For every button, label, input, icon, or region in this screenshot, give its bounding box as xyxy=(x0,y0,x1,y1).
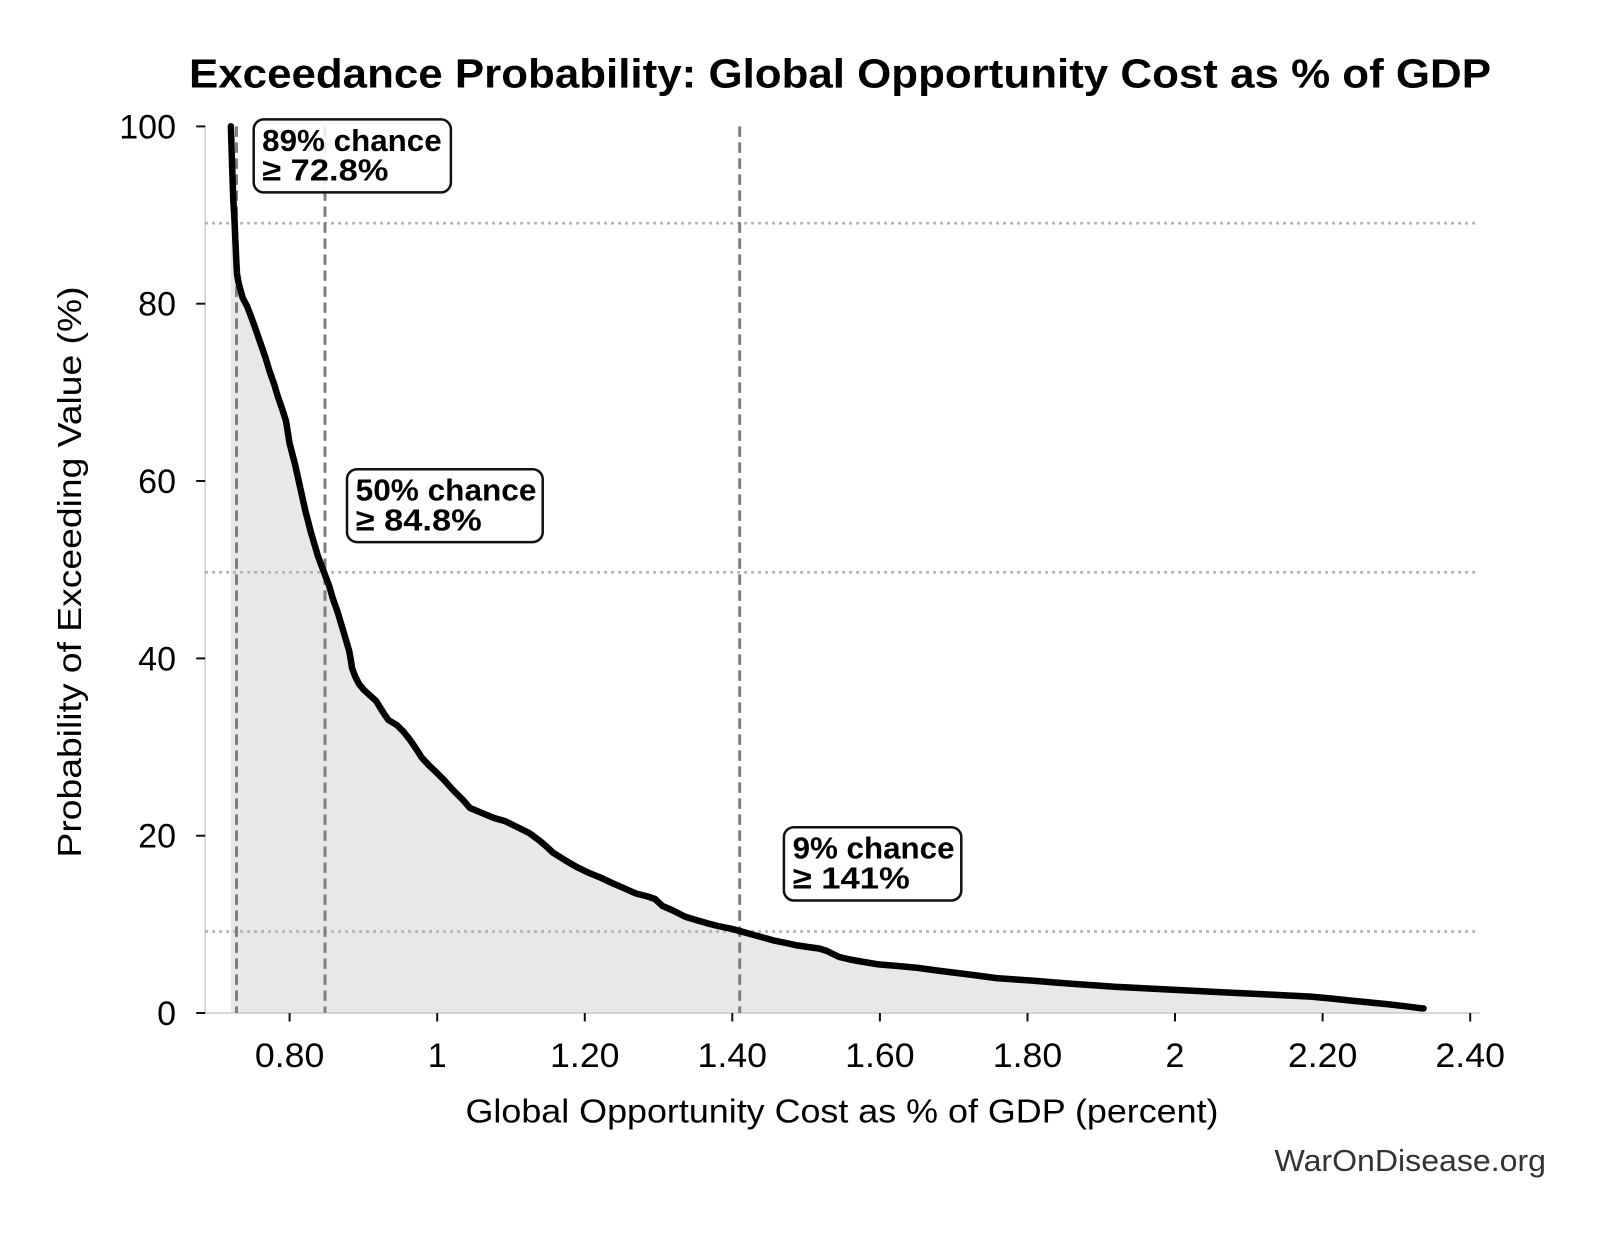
svg-text:Exceedance Probability: Global: Exceedance Probability: Global Opportuni… xyxy=(189,50,1491,96)
svg-text:1: 1 xyxy=(428,1037,447,1075)
svg-text:80: 80 xyxy=(138,286,176,324)
svg-text:WarOnDisease.org: WarOnDisease.org xyxy=(1275,1143,1547,1178)
svg-text:9% chance: 9% chance xyxy=(793,831,955,866)
svg-text:89% chance: 89% chance xyxy=(262,123,442,158)
svg-text:≥ 141%: ≥ 141% xyxy=(793,860,910,895)
svg-text:1.40: 1.40 xyxy=(698,1037,768,1075)
svg-text:≥ 72.8%: ≥ 72.8% xyxy=(262,153,388,188)
svg-text:40: 40 xyxy=(138,640,176,678)
svg-text:100: 100 xyxy=(119,108,176,146)
svg-text:2.20: 2.20 xyxy=(1288,1037,1358,1075)
svg-text:2.40: 2.40 xyxy=(1435,1037,1505,1075)
svg-text:1.80: 1.80 xyxy=(993,1037,1063,1075)
svg-text:Global Opportunity Cost as % o: Global Opportunity Cost as % of GDP (per… xyxy=(466,1092,1219,1129)
svg-text:20: 20 xyxy=(138,818,176,856)
svg-text:≥ 84.8%: ≥ 84.8% xyxy=(356,502,482,537)
svg-text:1.60: 1.60 xyxy=(845,1037,915,1075)
svg-text:0.80: 0.80 xyxy=(255,1037,325,1075)
svg-text:1.20: 1.20 xyxy=(550,1037,620,1075)
svg-text:Probability of Exceeding Value: Probability of Exceeding Value (%) xyxy=(51,287,88,858)
svg-text:50% chance: 50% chance xyxy=(356,473,537,508)
svg-text:2: 2 xyxy=(1166,1037,1185,1075)
svg-text:60: 60 xyxy=(138,463,176,501)
svg-text:0: 0 xyxy=(157,995,176,1033)
